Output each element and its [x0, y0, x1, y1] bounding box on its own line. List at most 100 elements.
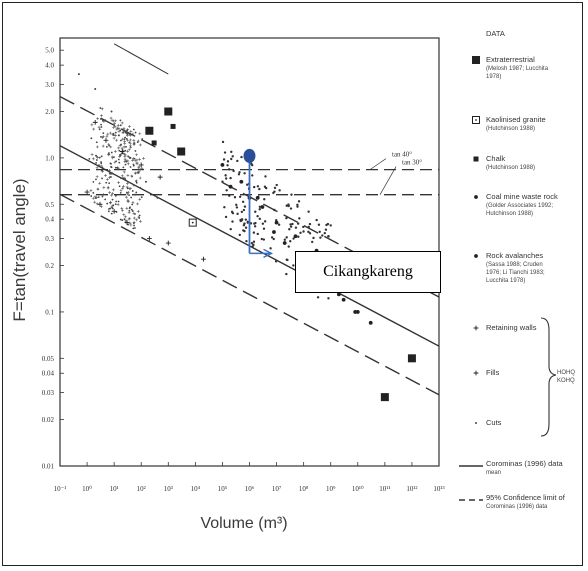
legend-entry: 95% Confidence limit of Corominas (1996) …	[459, 493, 566, 510]
cloud-point	[129, 129, 133, 133]
avalanche-cloud-point	[329, 224, 332, 227]
cloud-point	[127, 217, 131, 221]
avalanche-cloud-point	[285, 204, 288, 207]
cloud-point	[98, 128, 101, 131]
data-point	[144, 180, 147, 183]
cloud-point	[107, 210, 110, 213]
cloud-point	[126, 187, 129, 190]
cloud-point	[99, 164, 103, 168]
legend-title: Kaolinised granite	[486, 115, 546, 124]
legend-swatch	[472, 56, 480, 64]
cloud-point	[108, 131, 112, 135]
cloud-point	[126, 138, 130, 142]
avalanche-cloud-point	[256, 232, 259, 236]
x-tick-label: 10⁷	[272, 485, 282, 493]
cloud-point	[130, 196, 133, 199]
cloud-point	[95, 159, 98, 161]
cloud-point	[117, 200, 120, 203]
cloud-point	[123, 140, 126, 143]
avalanche-cloud-point	[236, 159, 239, 163]
legend-sub: (Hutchinson 1988)	[486, 165, 535, 171]
cloud-point	[102, 192, 106, 196]
reference-leader	[379, 166, 397, 195]
cloud-point	[129, 187, 133, 191]
cloud-point	[112, 204, 115, 207]
avalanche-cloud-point	[250, 242, 254, 245]
avalanche-cloud-point	[258, 217, 261, 221]
legend-entry: Kaolinised granite (Hutchinson 1988)	[472, 115, 546, 132]
envelope-line	[113, 43, 169, 75]
cloud-point	[124, 178, 127, 181]
cloud-point	[112, 119, 116, 123]
cloud-point	[90, 123, 94, 127]
avalanche-cloud-point	[238, 195, 242, 198]
legend-title: 95% Confidence limit of	[486, 493, 566, 502]
cloud-point	[134, 171, 137, 175]
cloud-point	[120, 121, 124, 125]
cloud-point	[108, 176, 112, 179]
y-tick-label: 0.03	[42, 389, 55, 397]
avalanche-cloud-point	[258, 208, 261, 211]
cloud-point	[141, 138, 144, 140]
y-tick-label: 0.02	[42, 416, 55, 424]
cloud-point	[133, 224, 135, 227]
data-point	[353, 310, 358, 314]
cloud-point	[138, 157, 142, 161]
cloud-point	[89, 189, 93, 192]
cloud-point	[107, 153, 111, 157]
cloud-point	[125, 206, 129, 210]
cloud-point	[114, 195, 117, 197]
legend-sub: (Golder Associates 1992;	[486, 203, 553, 209]
cloud-point	[134, 150, 137, 152]
legend-sub: (Melosh 1987; Lucchita	[486, 66, 549, 72]
data-point	[129, 156, 132, 159]
y-tick-label: 0.1	[45, 308, 54, 316]
data-point	[170, 123, 176, 129]
cloud-point	[100, 162, 103, 165]
y-tick-label: 0.3	[45, 235, 54, 243]
cloud-point	[113, 160, 117, 164]
cloud-point	[130, 208, 133, 211]
cloud-point	[125, 145, 127, 148]
legend-swatch	[473, 325, 479, 331]
x-tick-label: 10¹²	[406, 485, 417, 493]
cloud-point	[112, 188, 115, 192]
cloud-point	[109, 145, 113, 149]
legend-entry: Cuts	[475, 418, 502, 427]
cloud-point	[119, 218, 122, 221]
y-tick-label: 2.0	[45, 108, 54, 116]
cloud-point	[100, 135, 102, 138]
cloud-point	[118, 149, 121, 152]
cloud-point	[95, 175, 99, 179]
cloud-point	[131, 175, 133, 178]
cloud-point	[126, 129, 128, 132]
cloud-point	[111, 206, 113, 209]
data-point	[110, 110, 113, 113]
cloud-point	[126, 182, 129, 185]
cloud-point	[123, 153, 127, 157]
cloud-point	[120, 174, 124, 178]
legend-sub: mean	[486, 470, 501, 476]
cloud-point	[92, 192, 95, 194]
legend-swatch-center	[475, 119, 477, 121]
cloud-point	[122, 177, 125, 179]
cloud-point	[117, 130, 121, 134]
avalanche-cloud-point	[287, 203, 290, 206]
cloud-point	[105, 134, 109, 138]
avalanche-cloud-point	[294, 226, 298, 229]
avalanche-cloud-point	[226, 164, 229, 167]
cloud-point	[126, 149, 130, 153]
legend-swatch	[473, 370, 479, 376]
data-point	[260, 205, 265, 209]
avalanche-cloud-point	[292, 237, 295, 240]
cloud-point	[131, 201, 135, 204]
cloud-point	[133, 159, 137, 163]
cloud-point	[112, 134, 115, 136]
avalanche-cloud-point	[242, 208, 246, 212]
cloud-point	[104, 174, 107, 177]
y-tick-label: 0.04	[42, 370, 55, 378]
avalanche-cloud-point	[252, 243, 255, 247]
cloud-point	[91, 157, 95, 161]
legend-title: Coal mine waste rock	[486, 192, 558, 201]
data-point	[293, 234, 298, 239]
